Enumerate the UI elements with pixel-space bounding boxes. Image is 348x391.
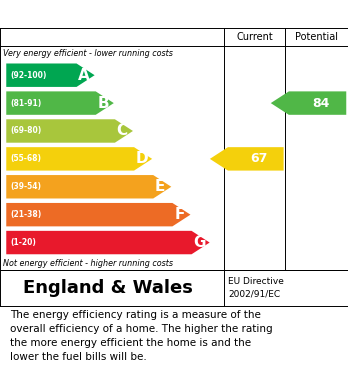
Text: (21-38): (21-38) [10,210,42,219]
Polygon shape [6,147,152,170]
Text: (81-91): (81-91) [10,99,42,108]
Polygon shape [6,91,114,115]
Text: (92-100): (92-100) [10,71,47,80]
Text: (55-68): (55-68) [10,154,41,163]
Text: Current: Current [237,32,273,42]
Text: Energy Efficiency Rating: Energy Efficiency Rating [60,5,288,23]
Text: (1-20): (1-20) [10,238,36,247]
Text: Very energy efficient - lower running costs: Very energy efficient - lower running co… [3,49,173,58]
Text: A: A [78,68,90,83]
Polygon shape [6,175,171,199]
Text: C: C [117,124,128,138]
Text: Potential: Potential [295,32,338,42]
Text: Not energy efficient - higher running costs: Not energy efficient - higher running co… [3,258,174,268]
Text: (39-54): (39-54) [10,182,41,191]
Polygon shape [6,119,133,143]
Text: (69-80): (69-80) [10,126,42,136]
Text: England & Wales: England & Wales [23,279,193,297]
Polygon shape [210,147,284,170]
Polygon shape [6,63,95,87]
Polygon shape [6,203,190,226]
Text: E: E [155,179,165,194]
Text: EU Directive
2002/91/EC: EU Directive 2002/91/EC [228,277,284,298]
Text: F: F [174,207,184,222]
Text: G: G [193,235,206,250]
Text: B: B [97,95,109,111]
Polygon shape [6,231,209,254]
Text: The energy efficiency rating is a measure of the
overall efficiency of a home. T: The energy efficiency rating is a measur… [10,310,273,362]
Text: D: D [136,151,148,167]
Text: 67: 67 [251,152,268,165]
Polygon shape [271,91,346,115]
Text: 84: 84 [313,97,330,109]
